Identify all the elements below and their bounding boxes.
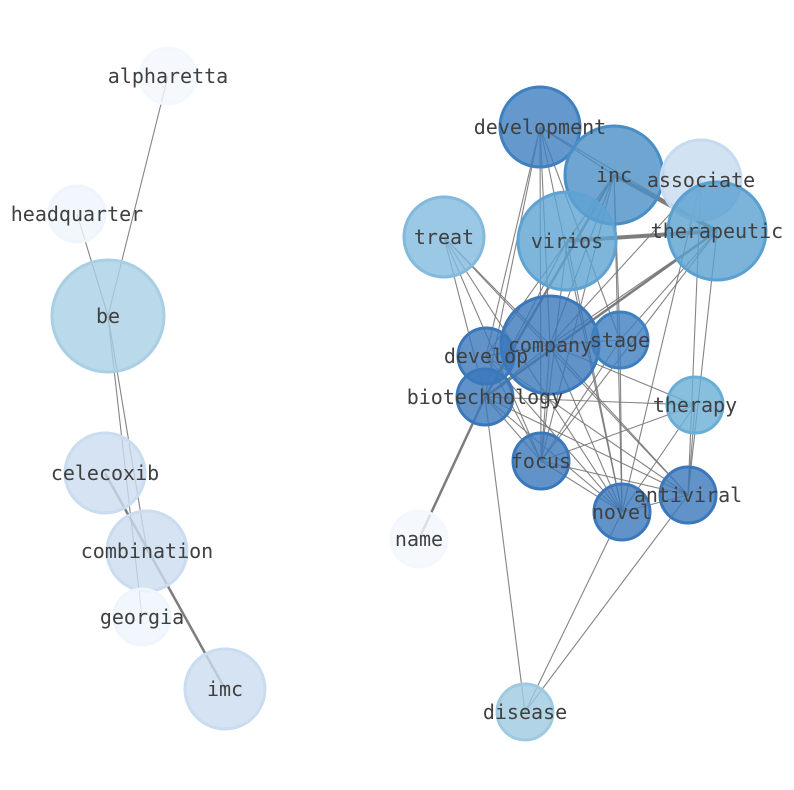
node-headquarter[interactable] <box>47 184 107 244</box>
node-therapy[interactable] <box>665 375 725 435</box>
node-label-therapy: therapy <box>653 393 737 417</box>
node-celecoxib[interactable] <box>63 431 147 515</box>
node-antiviral[interactable] <box>658 465 718 525</box>
node-label-name: name <box>395 527 443 551</box>
node-alpharetta[interactable] <box>138 46 198 106</box>
node-label-disease: disease <box>483 700 567 724</box>
edge-disease-antiviral <box>524 494 689 713</box>
edge-biotechnology-antiviral <box>484 396 689 496</box>
edge-biotechnology-therapy <box>484 396 696 406</box>
node-label-alpharetta: alpharetta <box>108 64 228 88</box>
node-label-treat: treat <box>414 225 474 249</box>
edge-development-focus <box>539 126 542 462</box>
node-disease[interactable] <box>495 682 555 742</box>
node-label-headquarter: headquarter <box>11 202 143 226</box>
node-label-antiviral: antiviral <box>634 483 742 507</box>
node-label-georgia: georgia <box>100 605 184 629</box>
node-biotechnology[interactable] <box>455 367 515 427</box>
node-therapeutic[interactable] <box>666 180 768 282</box>
node-virios[interactable] <box>516 190 618 292</box>
node-development[interactable] <box>498 85 582 169</box>
node-label-focus: focus <box>511 449 571 473</box>
node-label-virios: virios <box>531 229 603 253</box>
node-label-therapeutic: therapeutic <box>651 219 783 243</box>
node-be[interactable] <box>50 258 166 374</box>
node-imc[interactable] <box>183 647 267 731</box>
labels: alpharetta headquarter be celecoxib combinat… <box>11 64 783 724</box>
node-label-develop: develop <box>444 344 528 368</box>
node-label-imc: imc <box>207 677 243 701</box>
edge-disease-novel <box>524 511 623 713</box>
node-name[interactable] <box>389 509 449 569</box>
nodes <box>47 46 768 742</box>
node-treat[interactable] <box>402 195 486 279</box>
node-label-combination: combination <box>81 539 213 563</box>
edge-biotechnology-disease <box>484 396 526 713</box>
node-label-company: company <box>508 333 592 357</box>
node-stage[interactable] <box>590 310 650 370</box>
node-label-celecoxib: celecoxib <box>51 461 159 485</box>
node-label-biotechnology: biotechnology <box>407 385 564 409</box>
node-label-associate: associate <box>647 168 755 192</box>
node-novel[interactable] <box>592 482 652 542</box>
node-label-be: be <box>96 304 120 328</box>
node-focus[interactable] <box>511 431 571 491</box>
node-georgia[interactable] <box>112 587 172 647</box>
node-label-novel: novel <box>592 500 652 524</box>
node-label-stage: stage <box>590 328 650 352</box>
node-label-development: development <box>474 115 606 139</box>
node-label-inc: inc <box>596 163 632 187</box>
